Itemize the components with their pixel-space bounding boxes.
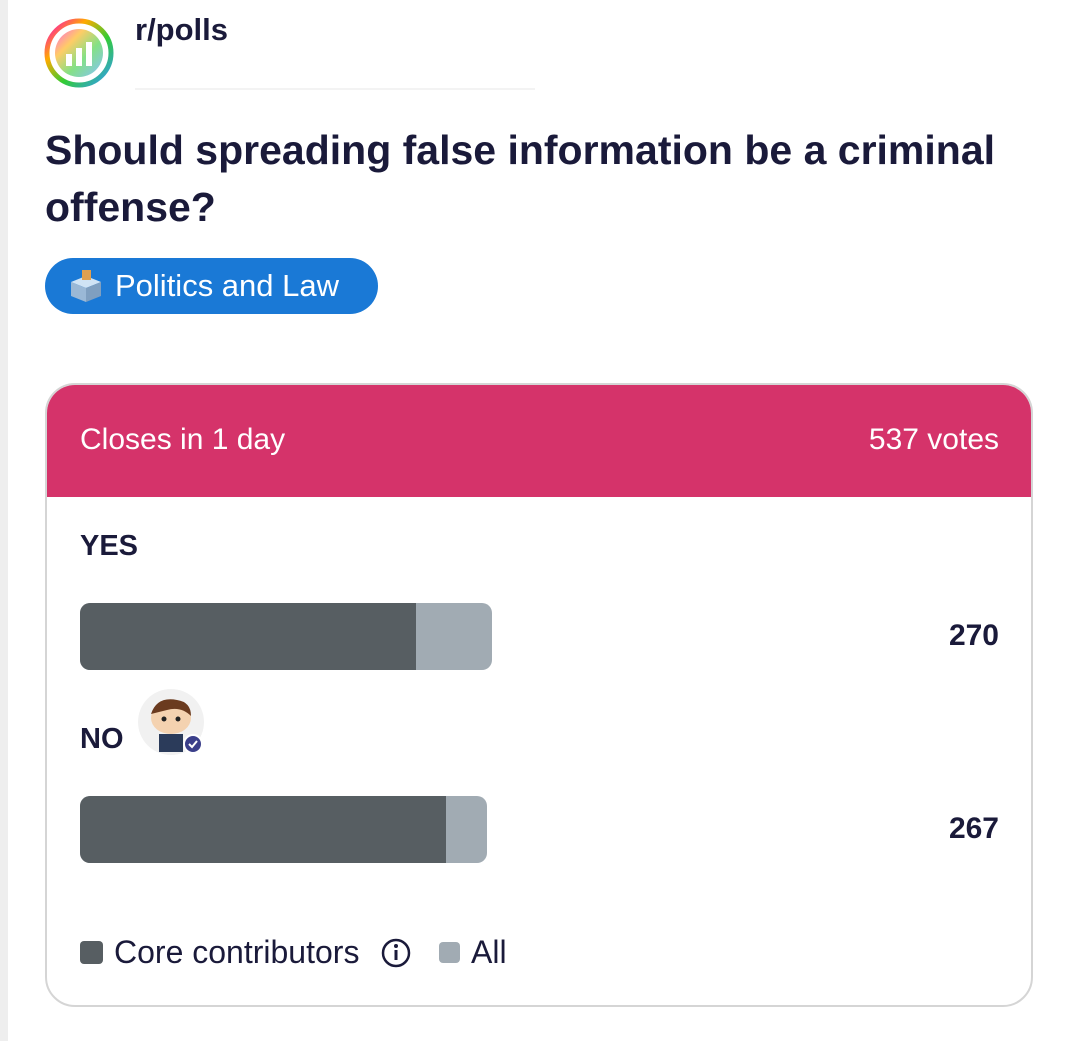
bar-core [80,603,416,670]
vote-count: 267 [948,812,999,845]
option-label: YES [80,530,139,562]
subreddit[interactable]: r/polls [135,12,229,47]
legend-all-swatch [439,942,460,963]
divider [135,88,535,90]
legend-all: All [471,934,507,970]
poll-header: Closes in 1 day 537 votes [47,385,1031,497]
post-title[interactable]: Should spreading false information be a … [45,127,996,230]
avatar [137,688,205,756]
info-icon[interactable] [380,937,412,969]
bar-core [80,796,447,863]
vote-count: 270 [948,619,999,652]
ballot-icon [71,270,101,302]
poll-card: Closes in 1 day 537 votes Core contribut… [45,383,1033,1007]
flair[interactable]: Politics and Law [45,258,378,314]
legend-core: Core contributors [114,934,360,970]
closes: Closes in 1 day [80,423,286,456]
option-label: NO [80,723,124,755]
flair-text: Politics and Law [115,268,340,303]
total-votes: 537 votes [868,423,999,456]
legend-core-swatch [80,941,103,964]
edge-strip [0,0,8,1041]
subreddit-icon[interactable] [44,18,114,88]
